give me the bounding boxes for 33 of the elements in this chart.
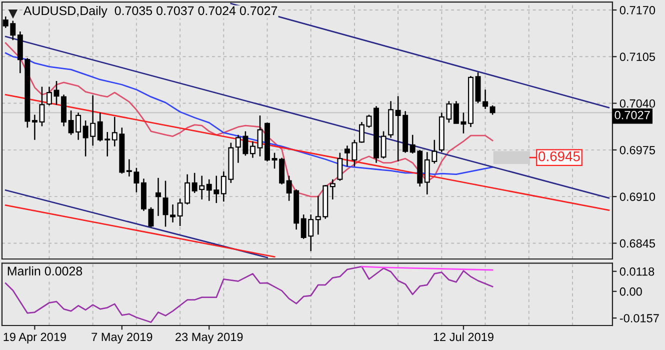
candlestick	[337, 152, 343, 182]
candlestick	[366, 114, 372, 128]
chart-title: AUDUSD,Daily 0.7035 0.7037 0.7024 0.7027	[23, 6, 278, 18]
annotation: 0.6945	[538, 151, 580, 162]
candlestick	[490, 104, 496, 116]
y-tick-label: 0.6975	[620, 146, 656, 154]
candlestick	[482, 89, 488, 110]
x-tick-label: 23 May 2019	[176, 332, 243, 344]
x-tick-label: 12 Jul 2019	[434, 332, 494, 342]
y-tick-label: -0.0157	[620, 314, 659, 322]
candlestick	[380, 130, 386, 160]
candlestick	[170, 204, 176, 224]
candlestick	[257, 114, 263, 158]
line-series	[4, 42, 494, 198]
x-tick-label: 7 May 2019	[92, 332, 152, 344]
candlestick	[330, 178, 336, 200]
y-tick-label: 0.6845	[620, 239, 656, 248]
y-tick-label: 0.00	[620, 287, 642, 296]
candlestick	[54, 80, 60, 106]
candlestick	[359, 121, 364, 144]
x-tick-label: 19 Apr 2019	[4, 332, 66, 344]
line-series	[4, 266, 494, 323]
y-tick-label: 0.0118	[620, 267, 654, 276]
candlestick	[156, 177, 161, 217]
ref-line-label: 0.7027	[614, 110, 650, 120]
y-tick-label: 0.6910	[620, 192, 656, 201]
y-tick-label: 0.7040	[620, 99, 656, 108]
y-tick-label: 0.7170	[620, 6, 656, 14]
candlestick	[162, 180, 168, 228]
candlestick	[250, 140, 256, 158]
chart-title: Marlin 0.0028	[8, 266, 82, 276]
candlestick	[46, 86, 52, 106]
y-tick-label: 0.7105	[620, 52, 656, 62]
